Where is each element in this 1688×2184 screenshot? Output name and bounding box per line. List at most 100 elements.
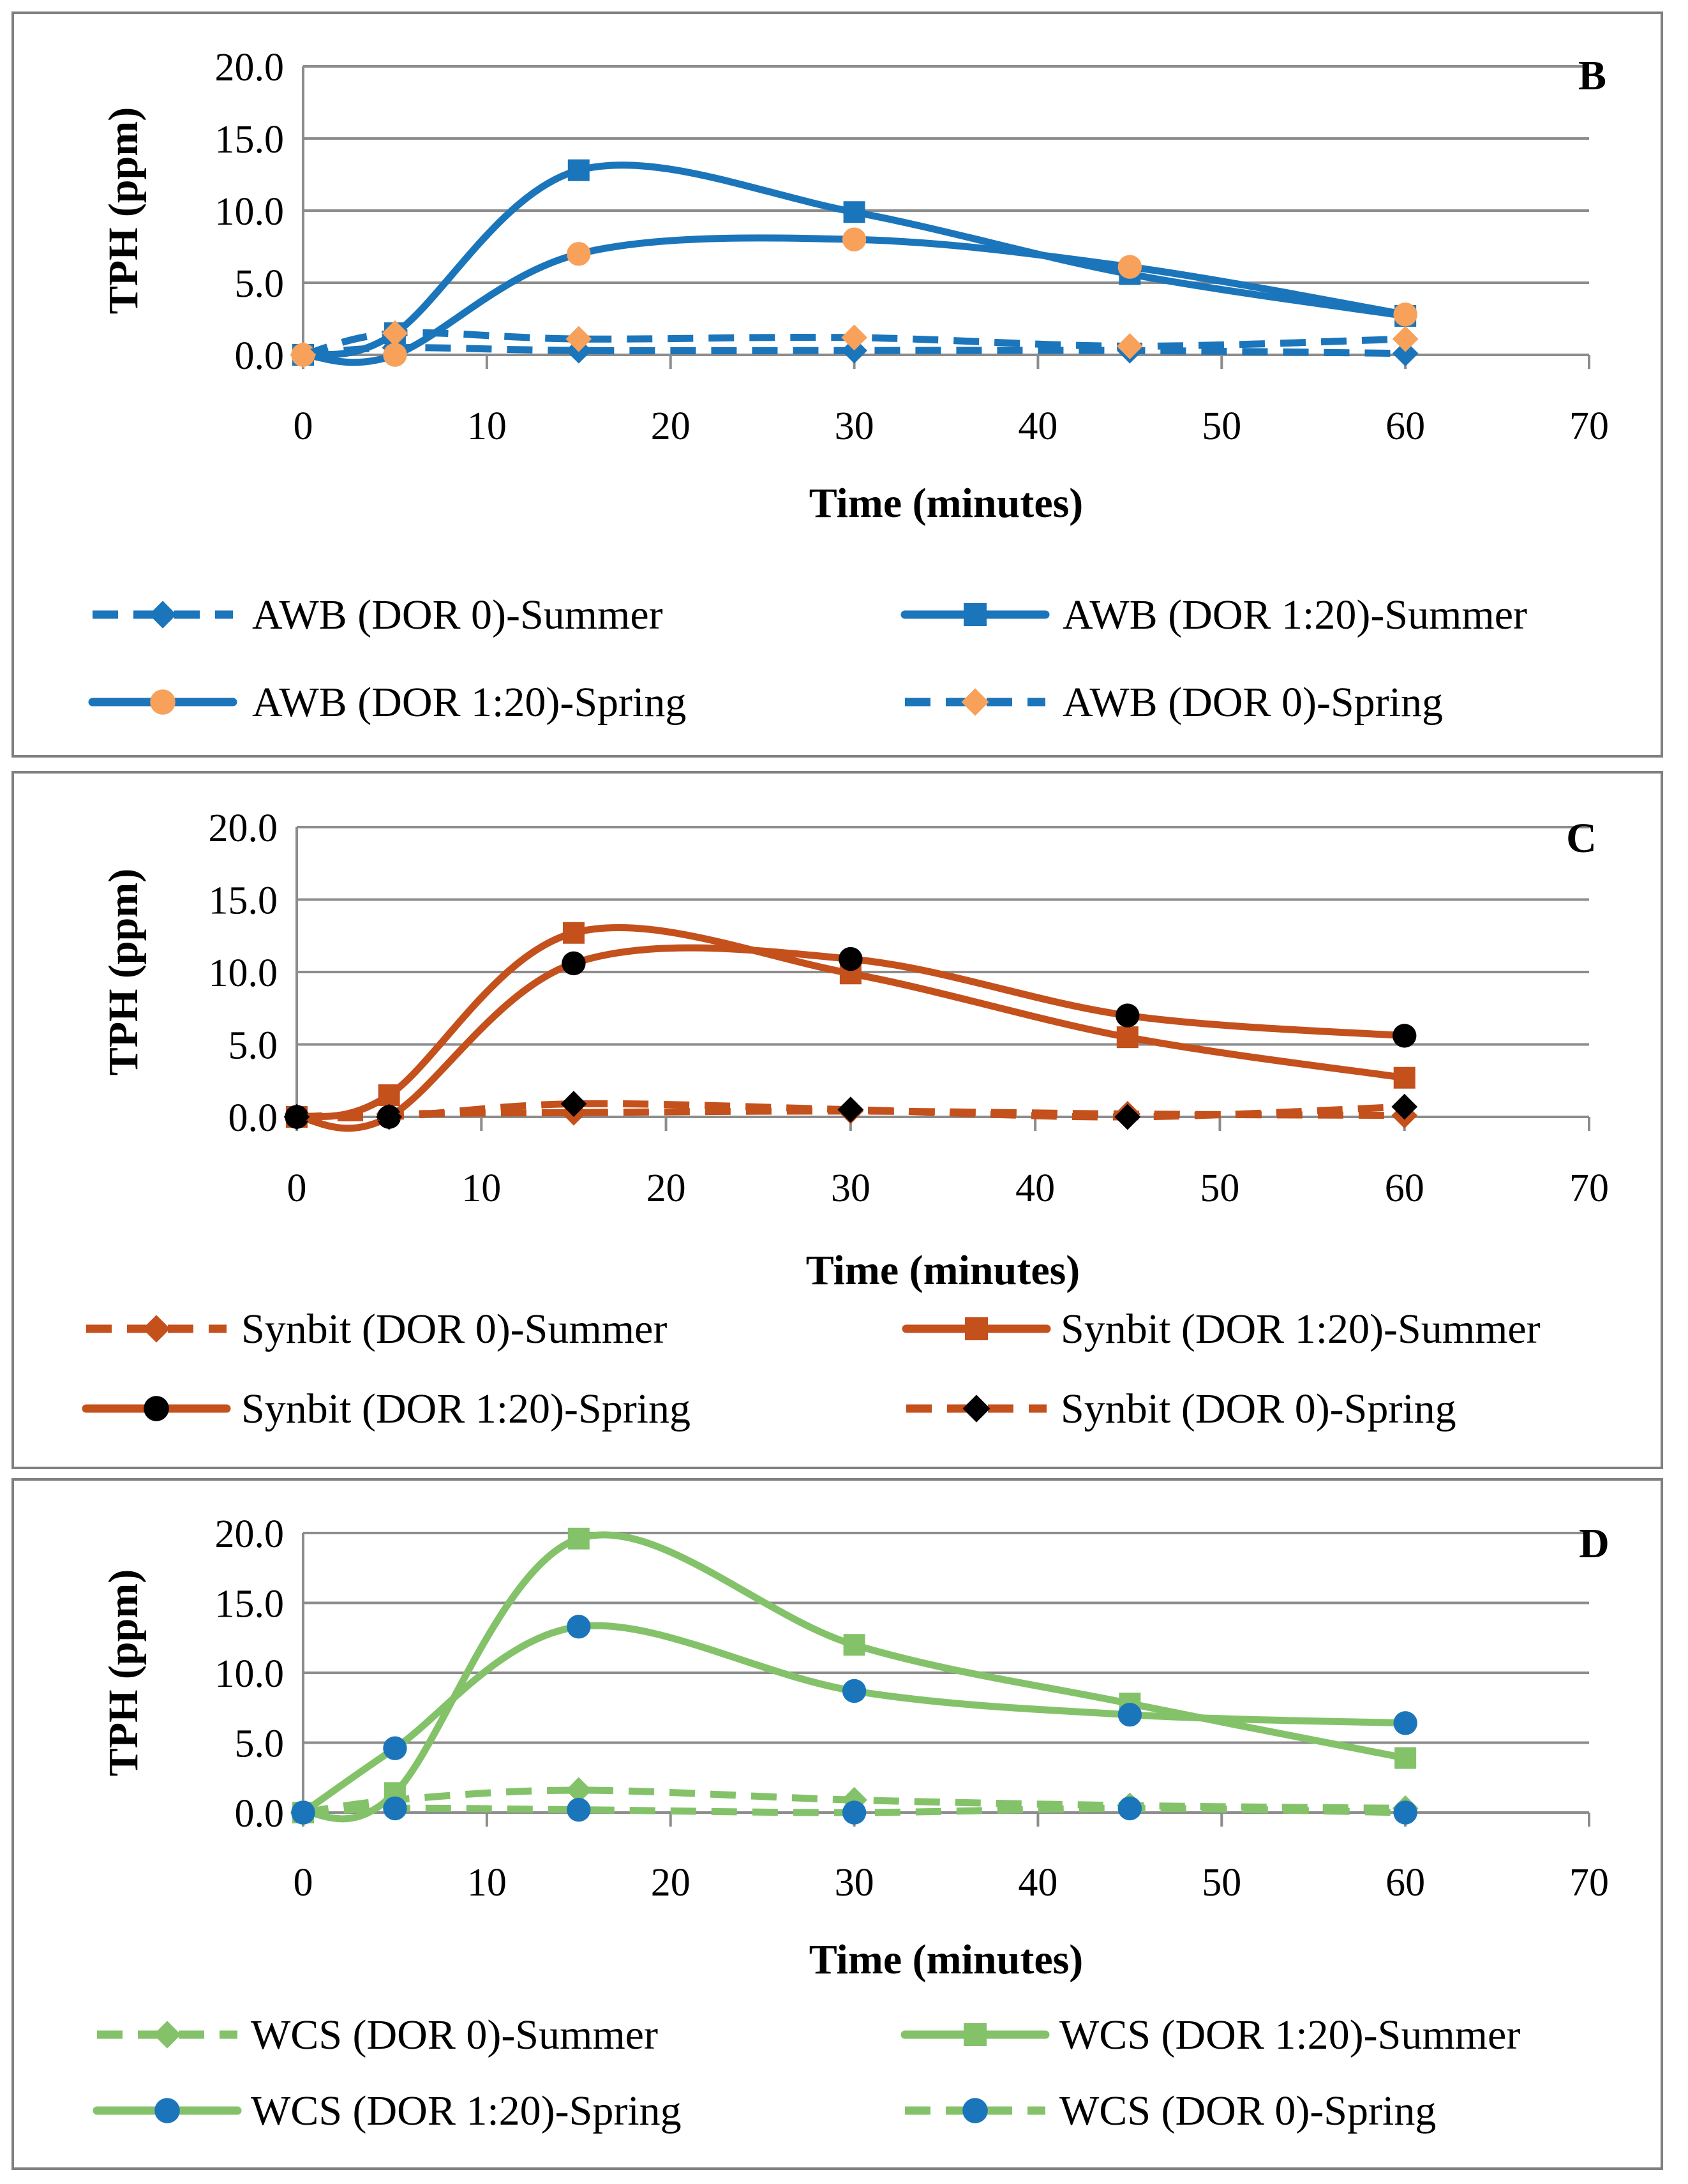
y-tick-label: 15.0	[215, 1583, 285, 1626]
x-tick-label: 40	[1015, 1167, 1055, 1210]
panel-label: C	[1566, 815, 1597, 862]
panel-border	[11, 1478, 1663, 2170]
legend-entry: Synbit (DOR 1:20)-Summer	[902, 1306, 1541, 1352]
data-point-diamond	[376, 1103, 403, 1130]
y-tick-label: 0.0	[235, 1792, 285, 1836]
data-point-diamond	[1114, 1103, 1141, 1130]
series-synbit-dor-0-spring	[283, 1091, 1418, 1130]
data-point-circle	[1393, 1711, 1417, 1735]
x-tick-label: 20	[646, 1167, 686, 1210]
y-tick-label: 10.0	[215, 1652, 285, 1696]
data-point-square	[562, 922, 585, 944]
series-line	[299, 234, 1409, 366]
data-point-circle	[1117, 255, 1142, 279]
legend-entry: WCS (DOR 0)-Spring	[905, 2088, 1436, 2134]
legend-entry: Synbit (DOR 1:20)-Spring	[82, 1386, 691, 1432]
legend-swatch-marker	[153, 2021, 181, 2049]
data-point-circle	[839, 946, 863, 971]
y-axis-title: TPH (ppm)	[100, 107, 147, 315]
chart-panel-d: 0.0 5.0 10.0 15.0 20.0 0 10 20 30 40 50 60 70 Time (m…	[11, 1478, 1663, 2170]
data-point-circle	[567, 242, 591, 266]
y-tick-label: 5.0	[235, 262, 285, 306]
x-tick-label: 30	[835, 405, 874, 448]
data-point-square	[1394, 1747, 1417, 1769]
x-axis-title: Time (minutes)	[809, 480, 1084, 527]
legend-swatch-marker	[154, 2098, 180, 2123]
x-tick-label: 30	[835, 1861, 874, 1904]
data-point-circle	[567, 1797, 591, 1822]
data-point-square	[843, 201, 865, 223]
data-point-diamond	[382, 320, 408, 347]
panel-label: B	[1578, 52, 1606, 99]
data-point-diamond	[1392, 340, 1419, 367]
x-tick-label: 50	[1200, 1167, 1239, 1210]
legend-swatch-marker	[964, 603, 987, 626]
legend-swatch-marker	[962, 1395, 990, 1423]
series-wcs-dor-0-spring	[291, 1796, 1417, 1825]
series-line	[299, 161, 1409, 359]
series-awb-dor-0-spring	[290, 320, 1419, 368]
data-point-diamond	[1391, 1093, 1418, 1120]
y-tick-label: 10.0	[215, 190, 285, 234]
panel-border	[11, 11, 1663, 758]
data-point-circle	[383, 1736, 407, 1760]
data-point-diamond	[283, 1103, 310, 1130]
x-tick-label: 60	[1386, 1861, 1425, 1904]
panel-border	[11, 771, 1663, 1469]
data-point-circle	[842, 1679, 867, 1703]
legend-label: WCS (DOR 1:20)-Summer	[1059, 2012, 1520, 2058]
x-tick-label: 30	[831, 1167, 870, 1210]
data-point-circle	[842, 1800, 867, 1825]
y-tick-label: 20.0	[215, 46, 285, 89]
x-tick-label: 0	[294, 1861, 313, 1904]
legend-label: Synbit (DOR 0)-Summer	[241, 1306, 667, 1352]
x-tick-label: 60	[1386, 405, 1425, 448]
data-point-diamond	[837, 1096, 864, 1123]
legend-label: WCS (DOR 1:20)-Spring	[251, 2088, 682, 2134]
legend-swatch-marker	[150, 689, 176, 715]
legend-swatch-marker	[144, 1396, 169, 1421]
legend-entry: AWB (DOR 1:20)-Spring	[88, 679, 686, 726]
y-tick-label: 15.0	[215, 118, 285, 161]
data-point-diamond	[841, 324, 867, 351]
legend-label: WCS (DOR 0)-Spring	[1059, 2088, 1436, 2134]
panel-label: D	[1579, 1520, 1610, 1567]
data-point-diamond	[1116, 333, 1143, 359]
legend-entry: WCS (DOR 1:20)-Spring	[93, 2088, 682, 2134]
y-tick-label: 5.0	[235, 1723, 285, 1766]
x-tick-label: 60	[1385, 1167, 1424, 1210]
legend-label: Synbit (DOR 1:20)-Spring	[241, 1386, 691, 1432]
x-tick-label: 70	[1569, 405, 1609, 448]
legend-swatch-marker	[965, 1317, 988, 1340]
data-point-circle	[1393, 303, 1417, 327]
x-tick-label: 40	[1018, 405, 1057, 448]
data-point-circle	[567, 1615, 591, 1639]
legend-swatch-marker	[142, 1315, 170, 1343]
legend-entry: Synbit (DOR 0)-Spring	[906, 1386, 1456, 1432]
x-tick-label: 10	[467, 1861, 507, 1904]
data-point-diamond	[565, 1777, 592, 1804]
legend-entry: Synbit (DOR 0)-Summer	[86, 1306, 667, 1352]
data-point-circle	[562, 951, 586, 976]
data-point-square	[567, 1527, 590, 1550]
data-point-square	[378, 1084, 400, 1106]
data-point-square	[1393, 1066, 1415, 1089]
legend-label: AWB (DOR 0)-Spring	[1063, 679, 1443, 726]
legend-swatch-marker	[964, 2023, 987, 2046]
legend-label: AWB (DOR 1:20)-Summer	[1063, 592, 1527, 638]
data-point-diamond	[560, 1091, 587, 1117]
x-tick-label: 70	[1569, 1861, 1609, 1904]
legend-swatch-marker	[149, 601, 177, 629]
legend-label: WCS (DOR 0)-Summer	[251, 2012, 658, 2058]
y-tick-label: 20.0	[209, 807, 278, 850]
legend-swatch-marker	[962, 2098, 988, 2123]
x-tick-label: 50	[1202, 405, 1241, 448]
data-point-diamond	[841, 1786, 867, 1813]
x-tick-label: 0	[287, 1167, 307, 1210]
data-point-diamond	[565, 325, 592, 352]
data-point-circle	[1393, 1800, 1417, 1825]
chart-panel-b: 0.0 5.0 10.0 15.0 20.0 0 10 20 30 40 50 60 70 Time (m…	[11, 11, 1663, 758]
x-tick-label: 10	[461, 1167, 501, 1210]
x-tick-label: 20	[651, 405, 691, 448]
